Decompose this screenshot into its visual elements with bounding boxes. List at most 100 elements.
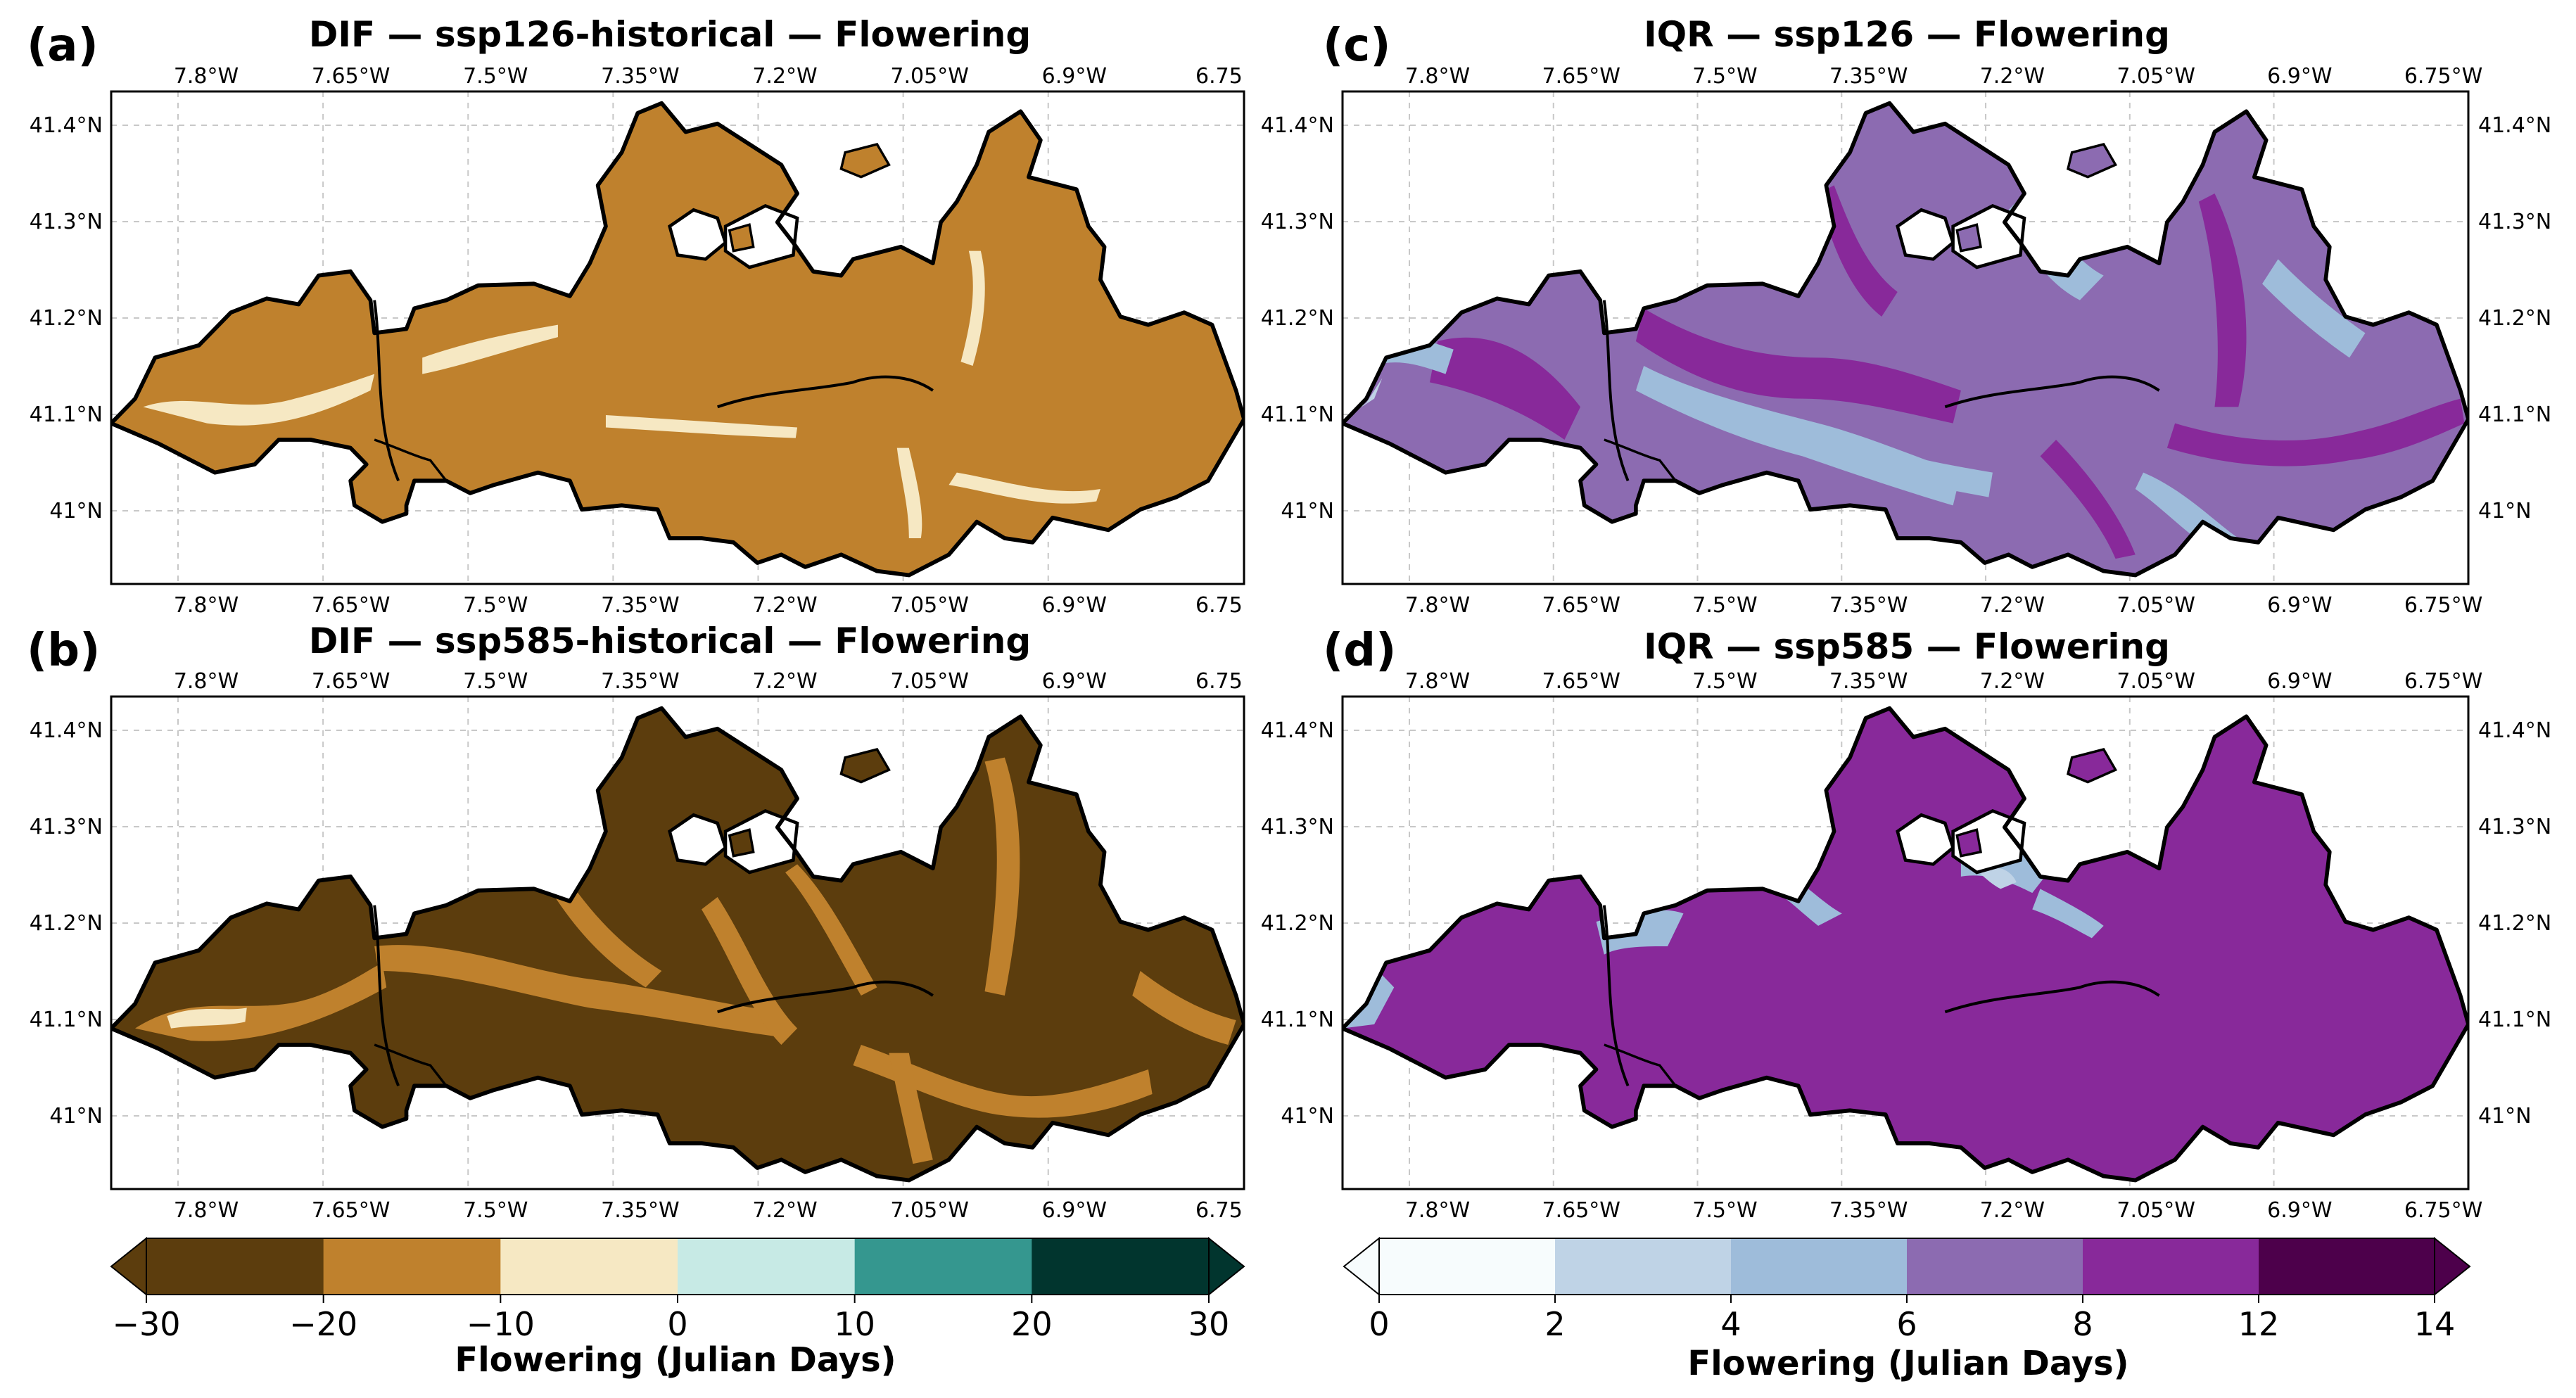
colorbar-segment: [1731, 1238, 1908, 1295]
panel-letter-d: (d): [1323, 625, 1397, 677]
boundary-line: [1604, 438, 1677, 482]
lat-tick-label-left: 41.3°N: [1261, 210, 1334, 234]
lat-tick-label-left: 41.3°N: [30, 815, 103, 839]
lon-tick-label-top: 6.9°W: [1042, 669, 1107, 694]
colorbar-label-iqr: Flowering (Julian Days): [1687, 1344, 2129, 1383]
lon-tick-label-bottom: 7.35°W: [1829, 1198, 1908, 1223]
colorbar-tick-label: 6: [1896, 1305, 1917, 1343]
region-patch: [2032, 889, 2104, 939]
colorbar-segment: [500, 1238, 678, 1295]
lon-tick-label-top: 6.9°W: [2267, 669, 2332, 694]
region-patch: [853, 1045, 1153, 1118]
colorbar-tick-label: 12: [2238, 1305, 2280, 1343]
colorbar-tick-label: 8: [2072, 1305, 2093, 1343]
region-patch: [1343, 378, 1383, 419]
lat-tick-label-left: 41.2°N: [30, 306, 103, 331]
panel-title-a: DIF — ssp126-historical — Flowering: [308, 14, 1032, 55]
region-patch: [984, 757, 1020, 996]
colorbar-extend-high: [1208, 1236, 1245, 1297]
map-panel-c: 7.8°W 7.8°W 7.65°W 7.65°W 7.5°W 7.5°W 7.35°W 7.…: [1261, 64, 2552, 618]
boundary-line: [717, 980, 934, 1014]
region-patch: [374, 945, 782, 1037]
lon-tick-label-bottom: 7.5°W: [1692, 593, 1757, 618]
colorbar-extend-low: [1343, 1236, 1380, 1297]
lon-tick-label-top: 7.05°W: [2117, 64, 2195, 89]
lon-tick-label-bottom: 7.35°W: [601, 593, 679, 618]
map-frame: [110, 90, 1245, 585]
region-island: [839, 142, 891, 179]
boundary-line: [1602, 300, 1630, 482]
lon-tick-label-top: 7.65°W: [312, 64, 390, 89]
lon-tick-label-bottom: 7.35°W: [601, 1198, 679, 1223]
lat-tick-label-left: 41.1°N: [30, 402, 103, 427]
colorbar-extend-low: [110, 1236, 147, 1297]
lon-tick-label-top: 7.35°W: [601, 64, 679, 89]
lat-tick-label-left: 41.3°N: [30, 210, 103, 234]
boundary-line: [1604, 1043, 1677, 1087]
colorbar-tick-label: −30: [112, 1305, 180, 1343]
region-patch: [785, 864, 877, 996]
colorbar-segment: [854, 1238, 1032, 1295]
panel-letter-c: (c): [1323, 20, 1391, 72]
map-frame: [1341, 695, 2470, 1190]
lon-tick-label-bottom: 7.35°W: [1829, 593, 1908, 618]
lon-tick-label-top: 6.9°W: [1042, 64, 1107, 89]
panel-letter-b: (b): [27, 625, 101, 677]
lon-tick-label-top: 7.5°W: [1692, 64, 1757, 89]
lon-tick-label-bottom: 7.5°W: [463, 593, 528, 618]
lon-tick-label-top: 7.65°W: [1542, 669, 1620, 694]
lon-tick-label-bottom: 6.9°W: [2267, 593, 2332, 618]
lon-tick-label-top: 7.05°W: [890, 64, 968, 89]
lon-tick-label-bottom: 7.8°W: [1405, 593, 1470, 618]
lat-tick-label-right: 41.4°N: [2478, 718, 2551, 743]
region-island: [1955, 828, 1983, 858]
region-patch: [143, 374, 375, 426]
colorbar-tick-label: −10: [467, 1305, 535, 1343]
lat-tick-label-left: 41.2°N: [1261, 911, 1334, 936]
lon-tick-label-bottom: 7.65°W: [312, 1198, 390, 1223]
region-patch: [1818, 185, 1898, 317]
lon-tick-label-top: 7.8°W: [174, 64, 239, 89]
colorbar-tick-label: 20: [1011, 1305, 1053, 1343]
lon-tick-label-top: 7.05°W: [890, 669, 968, 694]
lon-tick-label-top: 7.35°W: [1829, 669, 1908, 694]
lon-tick-label-top: 6.9°W: [2267, 64, 2332, 89]
lon-tick-label-bottom: 7.8°W: [174, 593, 239, 618]
lat-tick-label-right: 41.2°N: [2478, 306, 2551, 331]
lon-tick-label-top: 7.5°W: [1692, 669, 1757, 694]
lon-tick-label-top: 7.5°W: [463, 669, 528, 694]
colorbar-tick-label: 0: [667, 1305, 687, 1343]
lat-tick-label-left: 41°N: [49, 499, 103, 523]
lon-tick-label-top: 7.35°W: [1829, 64, 1908, 89]
lon-tick-label-bottom: 7.2°W: [1980, 593, 2045, 618]
map-panel-a: 7.8°W 7.8°W 7.65°W 7.65°W 7.5°W 7.5°W 7.35°W 7.…: [30, 64, 1245, 618]
lat-tick-label-right: 41.4°N: [2478, 113, 2551, 138]
panel-title-b: DIF — ssp585-historical — Flowering: [308, 621, 1032, 661]
lon-tick-label-top: 7.2°W: [1980, 64, 2045, 89]
region-patch: [889, 1053, 933, 1164]
lon-tick-label-top: 7.8°W: [1405, 64, 1470, 89]
boundary-line: [374, 1043, 448, 1087]
colorbar-segment: [146, 1238, 324, 1295]
lon-tick-label-bottom: 7.05°W: [890, 1198, 968, 1223]
lon-tick-label-bottom: 7.2°W: [752, 593, 817, 618]
lat-tick-label-right: 41°N: [2478, 1104, 2532, 1129]
colorbar-segment: [1907, 1238, 2083, 1295]
lat-tick-label-left: 41.4°N: [1261, 113, 1334, 138]
lon-tick-label-top: 7.2°W: [1980, 669, 2045, 694]
boundary-line: [1944, 375, 2160, 409]
colorbar-segment: [678, 1238, 856, 1295]
lon-tick-label-bottom: 7.05°W: [890, 593, 968, 618]
lon-tick-label-top: 7.05°W: [2117, 669, 2195, 694]
colorbar-tick-label: 0: [1369, 1305, 1389, 1343]
lat-tick-label-left: 41°N: [1281, 1104, 1334, 1129]
lat-tick-label-right: 41°N: [2478, 499, 2532, 523]
lon-tick-label-top: 6.75: [1195, 64, 1243, 89]
region-patch: [1850, 440, 1993, 497]
lon-tick-label-top: 7.35°W: [601, 669, 679, 694]
colorbar-segment: [1555, 1238, 1732, 1295]
lat-tick-label-left: 41.1°N: [1261, 1008, 1334, 1032]
region-island: [2066, 142, 2118, 179]
boundary-line: [374, 438, 448, 482]
